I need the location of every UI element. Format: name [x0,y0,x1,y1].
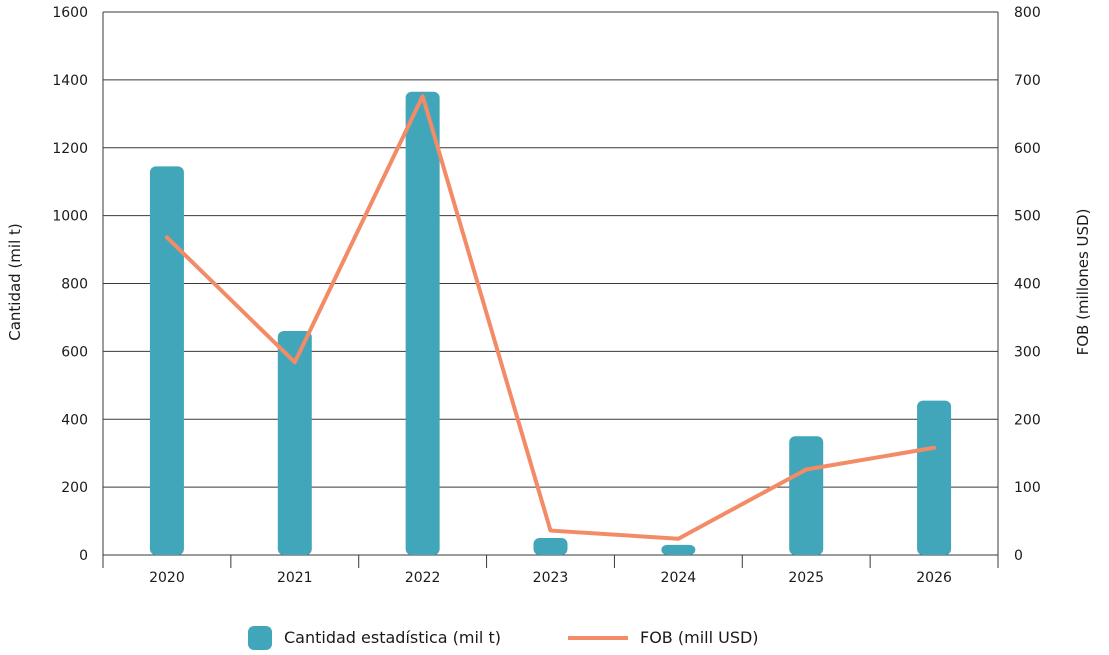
y2-tick-label: 800 [1014,5,1041,21]
y2-tick-label: 100 [1014,480,1041,496]
bar [405,91,440,556]
y-tick-label: 600 [61,344,88,360]
y-tick-label: 1600 [52,5,88,21]
y-tick-label: 800 [61,277,88,293]
y2-tick-label: 200 [1014,412,1041,428]
legend-bar-swatch [248,626,272,650]
y2-tick-label: 0 [1014,548,1023,564]
axes [102,12,999,568]
bar-series [149,91,952,556]
bar [917,400,952,555]
y-tick-label: 1000 [52,209,88,225]
y-tick-label: 0 [79,548,88,564]
bar [149,166,184,555]
y2-tick-label: 700 [1014,73,1041,89]
axis-labels: Cantidad (mil t) FOB (millones USD) 0 200… [6,5,1092,586]
gridlines [103,11,998,556]
legend-bar-label: Cantidad estadística (mil t) [284,628,501,647]
y2-tick-label: 600 [1014,141,1041,157]
bar [533,538,568,555]
x-tick-label: 2025 [788,570,824,586]
x-tick-label: 2024 [661,570,697,586]
x-tick-label: 2022 [405,570,441,586]
x-tick-label: 2020 [149,570,185,586]
bar [789,436,824,555]
line-series [164,94,937,541]
legend-line-label: FOB (mill USD) [640,628,759,647]
fob-line [164,94,937,541]
y-tick-label: 1400 [52,73,88,89]
y2-tick-label: 400 [1014,277,1041,293]
bar [661,544,696,555]
legend: Cantidad estadística (mil t) FOB (mill U… [248,626,759,650]
y-tick-label: 400 [61,412,88,428]
x-tick-label: 2021 [277,570,313,586]
x-tick-label: 2023 [533,570,569,586]
y2-tick-label: 300 [1014,344,1041,360]
y2-axis-title: FOB (millones USD) [1074,209,1092,356]
x-tick-label: 2026 [916,570,952,586]
bar [277,331,312,555]
y-axis-title: Cantidad (mil t) [6,223,24,341]
y2-tick-label: 500 [1014,209,1041,225]
y-tick-label: 200 [61,480,88,496]
y-tick-label: 1200 [52,141,88,157]
